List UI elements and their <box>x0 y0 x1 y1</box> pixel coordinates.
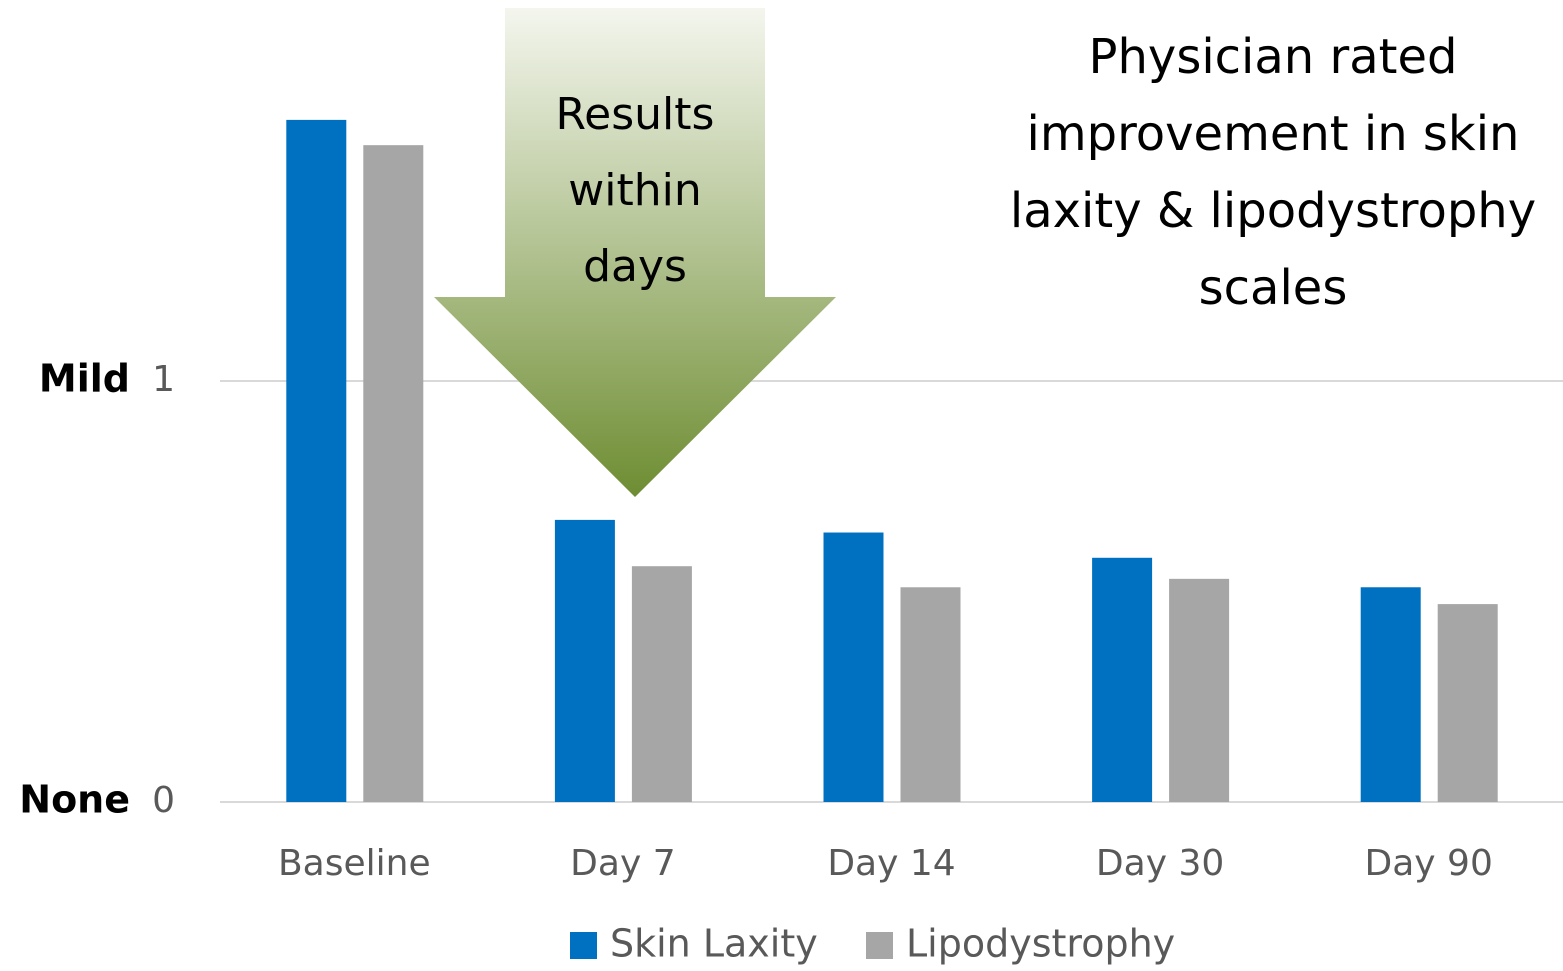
bar <box>900 587 961 802</box>
x-tick-label: Day 30 <box>1096 843 1224 884</box>
legend-swatch <box>570 932 597 959</box>
legend-label: Skin Laxity <box>610 922 818 966</box>
legend-swatch <box>866 932 893 959</box>
bar <box>1360 587 1421 802</box>
chart-title: laxity & lipodystrophy <box>1010 183 1536 239</box>
legend-label: Lipodystrophy <box>906 922 1175 966</box>
x-tick-label: Day 14 <box>827 843 955 884</box>
annotation: days <box>583 241 687 292</box>
x-tick-label: Day 90 <box>1365 843 1493 884</box>
y-tick-label: 0 <box>152 780 175 821</box>
bar <box>554 519 615 802</box>
annotation: within <box>568 165 701 216</box>
y-level-label: None <box>19 778 130 822</box>
y-tick-label: 1 <box>152 359 175 400</box>
x-tick-label: Baseline <box>278 843 431 884</box>
chart-title: Physician rated <box>1089 29 1458 85</box>
bar <box>1437 604 1498 802</box>
bar <box>286 119 347 803</box>
bar <box>631 566 692 802</box>
bar <box>363 145 424 802</box>
x-tick-label: Day 7 <box>570 843 675 884</box>
chart-title: scales <box>1199 260 1348 316</box>
bar <box>823 532 884 802</box>
bar <box>1092 557 1153 802</box>
y-level-label: Mild <box>39 356 130 400</box>
annotation: Results <box>556 89 715 140</box>
bar <box>1169 578 1230 802</box>
chart-title: improvement in skin <box>1027 106 1520 162</box>
arrow <box>434 8 836 497</box>
